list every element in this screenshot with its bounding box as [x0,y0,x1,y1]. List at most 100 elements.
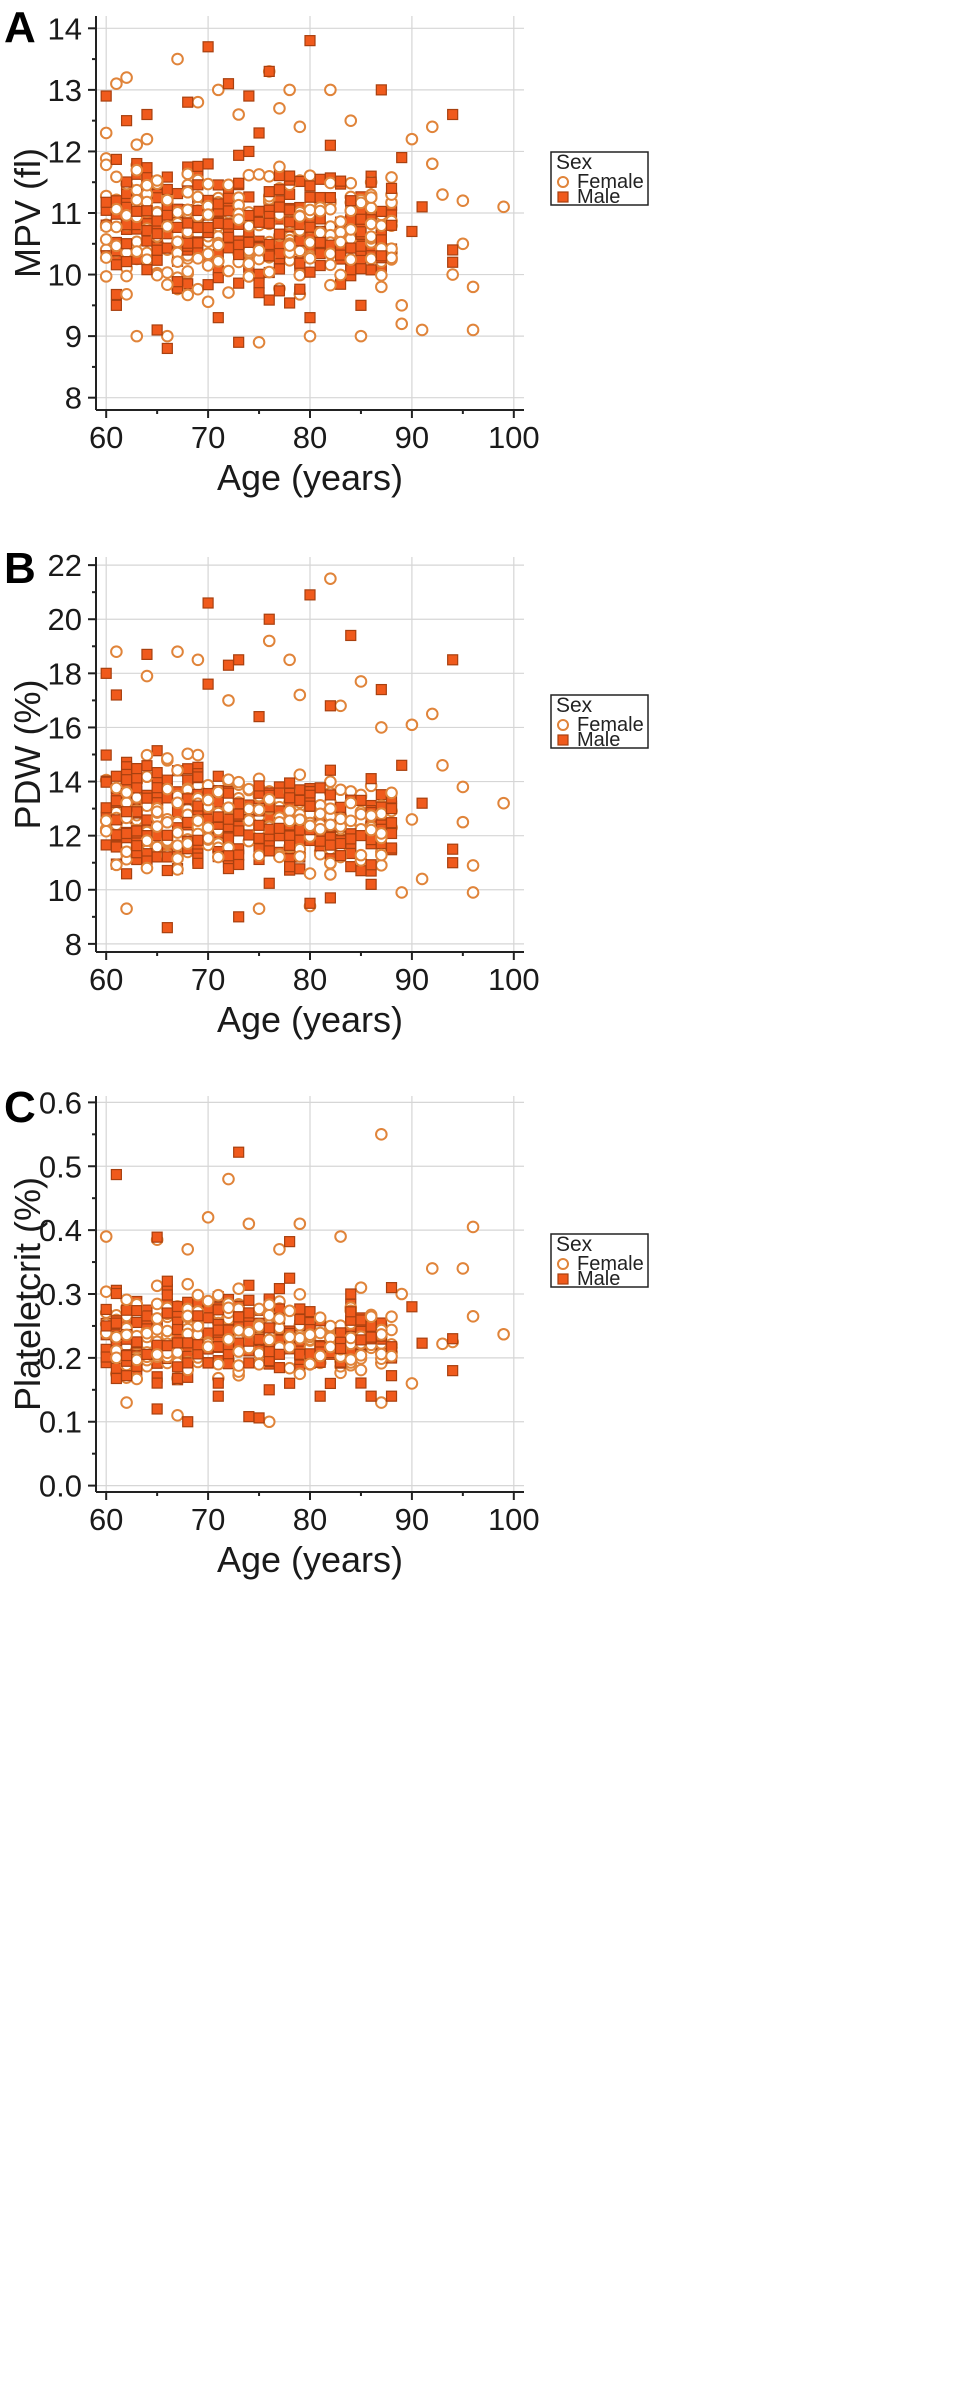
female-point [130,138,144,151]
female-point [161,278,174,292]
female-point [497,796,510,810]
male-point [345,1306,357,1318]
male-point [294,283,306,295]
male-point [294,794,306,806]
male-point [171,1361,184,1373]
male-point [151,324,163,336]
male-point [110,841,122,853]
female-point [273,1242,286,1256]
male-point [182,1337,194,1349]
female-point [201,208,215,221]
female-point [161,220,174,233]
female-point [130,193,144,207]
male-point [324,700,336,712]
male-point [365,859,377,871]
female-point [466,1220,480,1234]
male-point [314,1390,326,1402]
panel-b: B 8 10 12 14 16 18 20 22 60 70 80 90 100 Age (years) PD… [4,544,649,1040]
female-point [171,205,184,219]
male-point [273,228,286,240]
female-point [161,193,174,207]
male-point [355,226,367,238]
male-point [202,1357,214,1369]
male-point [263,65,275,78]
male-point [284,216,296,228]
male-point [233,798,245,810]
male-point [131,1305,143,1317]
female-point [99,220,113,233]
female-point [283,814,296,828]
male-point [334,249,347,261]
male-point [304,1306,316,1318]
male-point [355,829,367,842]
female-point [150,1312,164,1325]
female-point [110,202,123,216]
male-point [355,213,367,225]
female-point [354,1281,368,1294]
male-point [202,279,214,291]
male-point [273,1282,286,1295]
y-tick-label: 8 [65,381,82,416]
female-point [324,258,337,272]
female-point [262,1308,276,1322]
female-point [405,813,419,826]
male-point [161,922,173,934]
male-point [100,90,112,102]
male-point [151,745,163,757]
female-point [120,288,133,301]
female-point [313,807,327,821]
female-point [334,812,347,826]
female-point [375,807,388,820]
female-point [334,699,347,713]
female-point [222,1333,235,1346]
male-point [243,191,255,203]
female-point [171,1346,184,1359]
male-point [192,1348,204,1360]
female-point [364,217,378,231]
male-point [263,217,275,229]
male-point [385,219,398,231]
female-point [344,814,358,828]
female-point [232,1345,245,1358]
male-point [222,192,235,204]
female-point [425,1262,439,1275]
female-point [191,653,205,667]
male-point [233,177,245,189]
legend-male-marker [557,1273,569,1285]
male-point [253,780,265,792]
male-point [182,763,194,775]
x-tick-label: 60 [89,962,123,997]
male-point [314,236,326,249]
x-tick-label: 90 [395,1502,429,1537]
female-point [293,1217,307,1231]
female-point [211,1288,225,1302]
female-point [283,653,296,667]
male-point [141,224,153,237]
female-point [140,253,154,266]
male-point [222,205,235,217]
male-point [120,1304,133,1316]
male-point [416,797,428,809]
male-point [192,771,204,783]
female-point [375,1396,388,1409]
male-point [171,1372,184,1385]
female-point [324,856,337,870]
male-point [110,1372,122,1385]
male-point [171,1323,184,1336]
male-point [273,1348,286,1360]
female-point [456,1262,470,1275]
male-point [120,1370,133,1382]
male-point [151,767,163,779]
male-point [110,1317,122,1329]
x-axis-title: Age (years) [217,999,403,1040]
female-point [375,1128,388,1141]
male-point [365,773,377,785]
male-point [385,827,398,840]
male-point [294,235,306,247]
male-point [253,287,265,299]
female-point [425,707,439,721]
legend-female-label: Female [577,714,644,736]
